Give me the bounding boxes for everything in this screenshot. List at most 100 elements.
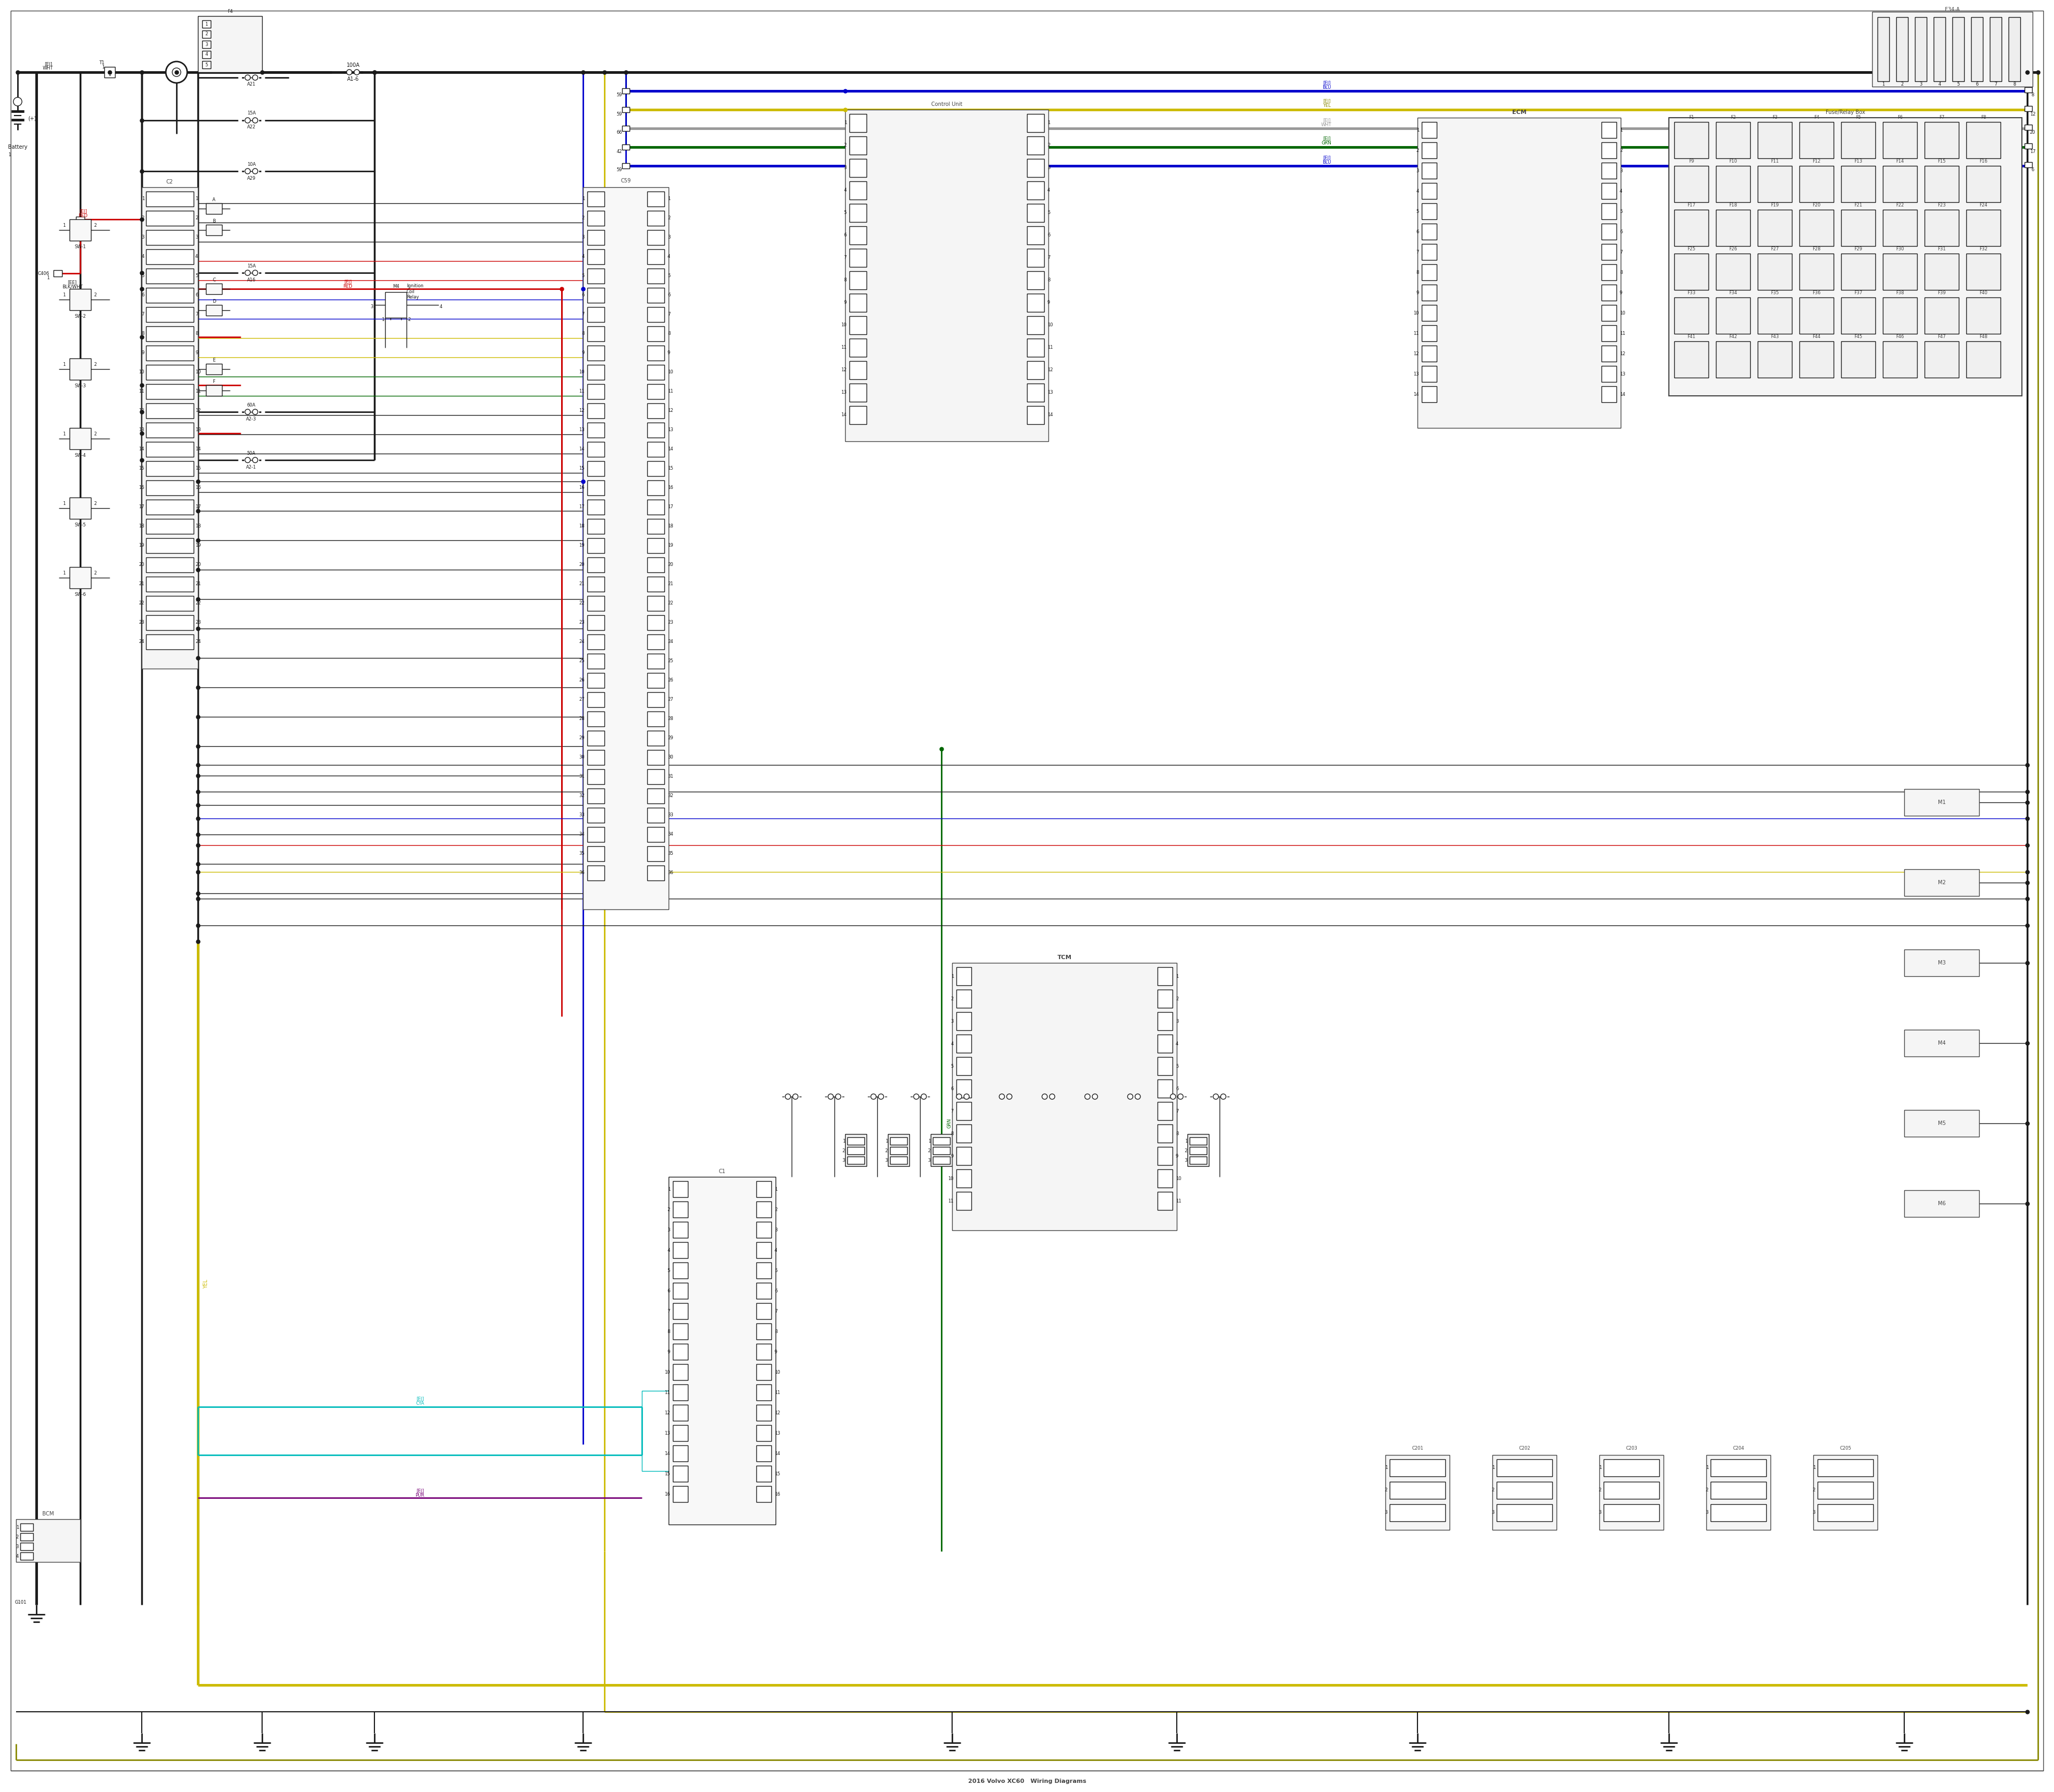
Bar <box>1019 1138 1035 1145</box>
Text: F21: F21 <box>1855 202 1863 208</box>
Text: SW-2: SW-2 <box>74 314 86 319</box>
Text: 4: 4 <box>774 1247 776 1253</box>
Text: 1: 1 <box>1056 1138 1060 1143</box>
Text: 10: 10 <box>774 1369 781 1374</box>
Text: 2: 2 <box>407 317 411 323</box>
Bar <box>1674 253 1709 290</box>
Bar <box>647 597 663 611</box>
Bar <box>70 219 90 240</box>
Text: 8: 8 <box>1621 271 1623 274</box>
Text: SW-3: SW-3 <box>74 383 86 389</box>
Text: 12: 12 <box>195 409 201 414</box>
Text: M3: M3 <box>1937 961 1945 966</box>
Text: 16: 16 <box>579 486 585 491</box>
Bar <box>1105 1156 1121 1165</box>
Bar <box>957 1057 972 1075</box>
Text: 7: 7 <box>844 256 846 260</box>
Text: 3: 3 <box>370 305 374 310</box>
Text: 20: 20 <box>140 563 144 568</box>
Text: 1: 1 <box>668 197 670 201</box>
Text: GRN: GRN <box>1321 142 1331 145</box>
Bar <box>647 577 663 591</box>
Bar <box>70 428 90 450</box>
Bar <box>1604 1482 1660 1498</box>
Bar <box>1497 1503 1553 1521</box>
Bar <box>647 692 663 708</box>
Text: 10: 10 <box>140 369 144 375</box>
Bar <box>1904 1190 1980 1217</box>
Bar <box>1966 340 2001 378</box>
Text: 5: 5 <box>142 274 144 278</box>
Text: 2: 2 <box>1621 149 1623 152</box>
Text: F14: F14 <box>1896 159 1904 163</box>
Text: 23: 23 <box>195 620 201 625</box>
Bar <box>1818 1459 1873 1477</box>
Bar <box>1966 167 2001 202</box>
Bar <box>957 1079 972 1098</box>
Bar <box>889 1147 908 1154</box>
Text: 4: 4 <box>440 305 442 310</box>
Text: 1: 1 <box>1812 1466 1816 1469</box>
Bar <box>957 1012 972 1030</box>
Text: 2: 2 <box>1056 1149 1060 1152</box>
Text: 4: 4 <box>951 1041 953 1047</box>
Text: M4: M4 <box>1937 1041 1945 1047</box>
Bar <box>647 846 663 862</box>
Circle shape <box>1041 1093 1048 1098</box>
Bar <box>957 1192 972 1210</box>
Text: 32: 32 <box>579 794 585 799</box>
Bar <box>587 326 604 340</box>
Text: 6: 6 <box>844 233 846 238</box>
Bar <box>1158 1192 1173 1210</box>
Bar <box>1933 18 1945 81</box>
Text: 2: 2 <box>94 224 97 228</box>
Bar <box>70 289 90 310</box>
Circle shape <box>920 1093 926 1098</box>
Text: 2016 Volvo XC60   Wiring Diagrams: 2016 Volvo XC60 Wiring Diagrams <box>967 1779 1087 1785</box>
Text: F33: F33 <box>1686 290 1695 296</box>
Bar <box>1896 18 1908 81</box>
Text: F32: F32 <box>1980 247 1988 251</box>
Text: F23: F23 <box>1937 202 1945 208</box>
Bar <box>1904 1030 1980 1057</box>
Bar <box>1158 989 1173 1007</box>
Text: 9: 9 <box>1175 1154 1179 1158</box>
Bar <box>1914 18 1927 81</box>
Bar <box>1417 118 1621 428</box>
Text: 2: 2 <box>1491 1487 1495 1493</box>
Circle shape <box>957 1093 961 1098</box>
Circle shape <box>173 68 181 77</box>
Bar <box>1758 297 1791 333</box>
Bar <box>1758 253 1791 290</box>
Text: 16: 16 <box>195 486 201 491</box>
Bar <box>1027 136 1043 154</box>
Text: 1: 1 <box>951 973 953 978</box>
Text: 2: 2 <box>94 432 97 437</box>
Text: 3: 3 <box>1048 165 1050 170</box>
Bar <box>674 1201 688 1217</box>
Text: 6: 6 <box>581 292 585 297</box>
Circle shape <box>1050 1093 1056 1098</box>
Text: 1: 1 <box>1621 127 1623 133</box>
Bar <box>1602 263 1616 280</box>
Bar <box>1925 253 1960 290</box>
Text: C203: C203 <box>1625 1446 1637 1452</box>
Bar <box>1146 1138 1165 1145</box>
Text: SW-1: SW-1 <box>74 246 86 249</box>
Text: 18: 18 <box>140 523 144 529</box>
Text: 42: 42 <box>616 149 622 154</box>
Bar <box>674 1425 688 1441</box>
Text: F12: F12 <box>1812 159 1820 163</box>
Text: F13: F13 <box>1855 159 1863 163</box>
Text: Ignition
Coil
Relay: Ignition Coil Relay <box>407 283 423 299</box>
Text: 14: 14 <box>1413 392 1419 396</box>
Text: E: E <box>212 358 216 364</box>
Bar <box>1972 18 1982 81</box>
Bar <box>647 654 663 668</box>
Text: B: B <box>212 219 216 224</box>
Text: 15A: 15A <box>246 263 257 269</box>
Text: 2: 2 <box>94 362 97 367</box>
Bar <box>146 520 193 534</box>
Bar <box>850 204 867 222</box>
Text: D: D <box>212 299 216 305</box>
